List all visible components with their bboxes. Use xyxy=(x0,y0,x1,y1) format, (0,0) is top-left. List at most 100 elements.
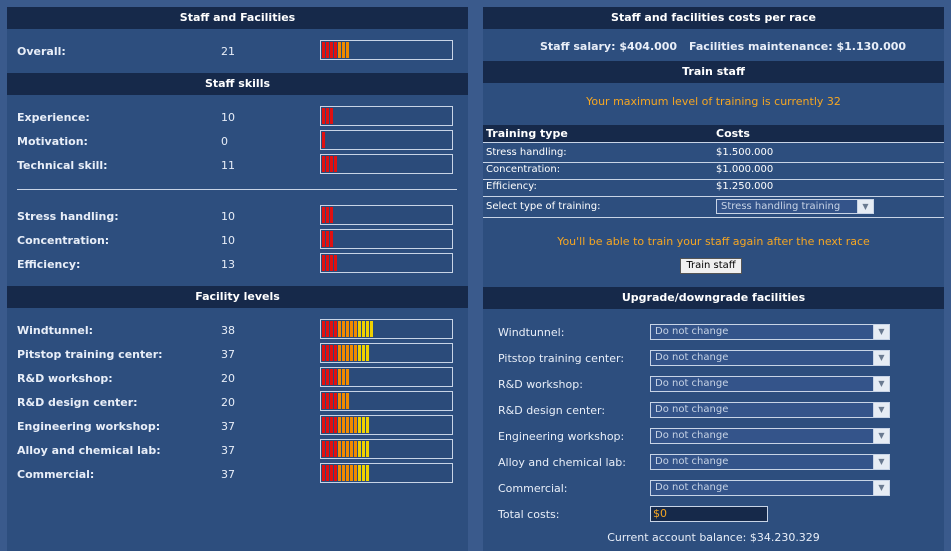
upgrade-commercial-label: Commercial: xyxy=(498,482,568,495)
level-bar-segment xyxy=(346,369,349,385)
upgrade-windtunnel-select[interactable]: Do not change ▼ xyxy=(650,324,890,340)
upgrade-alloy-lab-label: Alloy and chemical lab: xyxy=(498,456,626,469)
training-cost-cell: $1.250.000 xyxy=(716,181,774,192)
windtunnel-level-bar xyxy=(320,319,453,339)
level-bar-segment xyxy=(330,369,333,385)
level-bar-segment xyxy=(354,465,357,481)
level-bar-segment xyxy=(350,345,353,361)
level-bar-segment xyxy=(322,207,325,223)
select-training-label: Select type of training: xyxy=(486,201,601,212)
upgrade-alloy-lab-select[interactable]: Do not change ▼ xyxy=(650,454,890,470)
training-table-header: Training type Costs xyxy=(483,125,944,143)
level-bar-segment xyxy=(330,108,333,124)
level-bar-segment xyxy=(334,156,337,172)
level-bar-segment xyxy=(346,345,349,361)
windtunnel-value: 38 xyxy=(221,324,235,337)
level-bar-segment xyxy=(330,255,333,271)
level-bar-segment xyxy=(322,42,325,58)
level-bar-segment xyxy=(346,42,349,58)
level-bar-segment xyxy=(338,417,341,433)
table-row: Efficiency: $1.250.000 xyxy=(483,179,944,197)
level-bar-segment xyxy=(326,231,329,247)
train-staff-button[interactable]: Train staff xyxy=(680,258,742,274)
level-bar-segment xyxy=(330,441,333,457)
level-bar-segment xyxy=(338,321,341,337)
level-bar-segment xyxy=(354,417,357,433)
upgrade-rd-design-center-select[interactable]: Do not change ▼ xyxy=(650,402,890,418)
table-row: Stress handling: $1.500.000 xyxy=(483,145,944,163)
training-type-cell: Stress handling: xyxy=(486,147,567,158)
level-bar-segment xyxy=(330,465,333,481)
upgrade-pitstop-label: Pitstop training center: xyxy=(498,352,625,365)
level-bar-segment xyxy=(354,321,357,337)
rd-workshop-label: R&D workshop: xyxy=(17,372,113,385)
level-bar-segment xyxy=(330,321,333,337)
chevron-down-icon[interactable]: ▼ xyxy=(873,351,889,365)
overall-label: Overall: xyxy=(17,45,66,58)
level-bar-segment xyxy=(322,231,325,247)
level-bar-segment xyxy=(346,441,349,457)
level-bar-segment xyxy=(346,465,349,481)
level-bar-segment xyxy=(342,42,345,58)
costs-header: Staff and facilities costs per race xyxy=(483,7,944,29)
training-type-select-value: Stress handling training xyxy=(721,201,841,212)
chevron-down-icon[interactable]: ▼ xyxy=(873,377,889,391)
training-type-select[interactable]: Stress handling training ▼ xyxy=(716,199,874,214)
upgrade-rd-workshop-select[interactable]: Do not change ▼ xyxy=(650,376,890,392)
stress-handling-level-bar xyxy=(320,205,453,225)
level-bar-segment xyxy=(326,321,329,337)
stress-handling-label: Stress handling: xyxy=(17,210,119,223)
overall-level-bar xyxy=(320,40,453,60)
chevron-down-icon[interactable]: ▼ xyxy=(873,481,889,495)
training-type-cell: Concentration: xyxy=(486,164,561,175)
level-bar-segment xyxy=(362,345,365,361)
technical-skill-label: Technical skill: xyxy=(17,159,108,172)
motivation-label: Motivation: xyxy=(17,135,88,148)
alloy-lab-level-bar xyxy=(320,439,453,459)
level-bar-segment xyxy=(334,369,337,385)
stress-handling-value: 10 xyxy=(221,210,235,223)
level-bar-segment xyxy=(326,156,329,172)
level-bar-segment xyxy=(338,345,341,361)
level-bar-segment xyxy=(366,465,369,481)
staff-facilities-header: Staff and Facilities xyxy=(7,7,468,29)
level-bar-segment xyxy=(326,345,329,361)
account-balance: Current account balance: $34.230.329 xyxy=(607,531,820,544)
costs-column-header: Costs xyxy=(716,127,750,140)
chevron-down-icon[interactable]: ▼ xyxy=(873,403,889,417)
upgrade-select-value: Do not change xyxy=(655,430,729,441)
chevron-down-icon[interactable]: ▼ xyxy=(873,455,889,469)
level-bar-segment xyxy=(330,345,333,361)
level-bar-segment xyxy=(326,393,329,409)
level-bar-segment xyxy=(334,42,337,58)
rd-design-center-value: 20 xyxy=(221,396,235,409)
level-bar-segment xyxy=(330,156,333,172)
experience-value: 10 xyxy=(221,111,235,124)
train-staff-header: Train staff xyxy=(483,61,944,83)
level-bar-segment xyxy=(322,369,325,385)
chevron-down-icon[interactable]: ▼ xyxy=(857,200,873,213)
level-bar-segment xyxy=(346,393,349,409)
level-bar-segment xyxy=(350,441,353,457)
level-bar-segment xyxy=(326,108,329,124)
level-bar-segment xyxy=(338,465,341,481)
upgrade-commercial-select[interactable]: Do not change ▼ xyxy=(650,480,890,496)
windtunnel-label: Windtunnel: xyxy=(17,324,93,337)
chevron-down-icon[interactable]: ▼ xyxy=(873,429,889,443)
staff-facilities-panel: Staff and Facilities Overall: 21 Staff s… xyxy=(7,7,468,551)
overall-value: 21 xyxy=(221,45,235,58)
level-bar-segment xyxy=(338,42,341,58)
chevron-down-icon[interactable]: ▼ xyxy=(873,325,889,339)
rd-workshop-level-bar xyxy=(320,367,453,387)
level-bar-segment xyxy=(362,321,365,337)
upgrade-rd-workshop-label: R&D workshop: xyxy=(498,378,583,391)
level-bar-segment xyxy=(322,255,325,271)
upgrade-pitstop-select[interactable]: Do not change ▼ xyxy=(650,350,890,366)
next-race-message: You'll be able to train your staff again… xyxy=(557,235,870,248)
upgrade-engineering-workshop-select[interactable]: Do not change ▼ xyxy=(650,428,890,444)
level-bar-segment xyxy=(366,441,369,457)
level-bar-segment xyxy=(358,465,361,481)
level-bar-segment xyxy=(342,465,345,481)
level-bar-segment xyxy=(334,321,337,337)
level-bar-segment xyxy=(322,132,325,148)
